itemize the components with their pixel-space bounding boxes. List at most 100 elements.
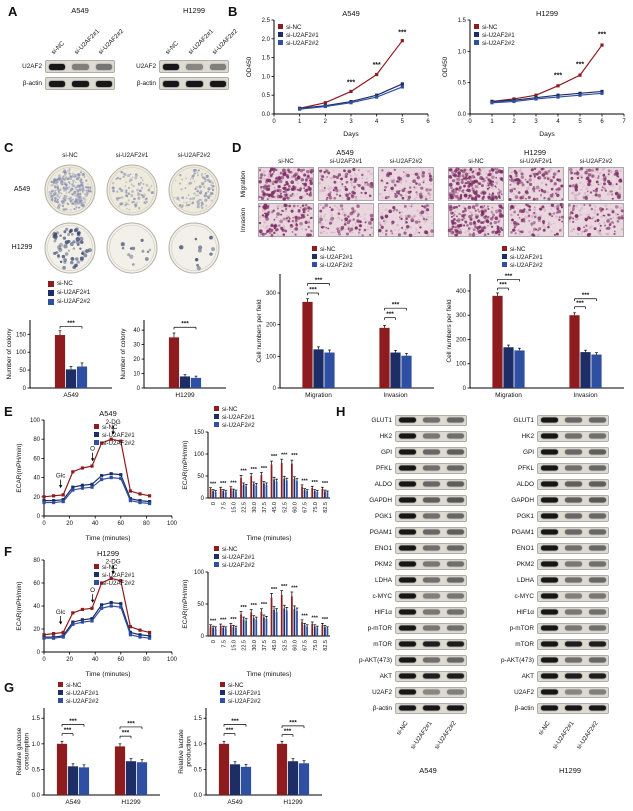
chart-text: 2 [512, 119, 516, 125]
colony-dish-image [106, 164, 158, 216]
blot-band [565, 513, 582, 519]
chart-text: si-NC [102, 424, 118, 431]
blot-band [186, 80, 203, 87]
lane-labels: si-NC si-U2AF2#1 si-U2AF2#2 [159, 16, 239, 56]
blot-strip [537, 462, 609, 474]
protein-label: β-actin [514, 704, 534, 712]
blot-strip [537, 510, 609, 522]
bar [287, 761, 299, 795]
colony-dish-image [168, 164, 220, 216]
data-marker [349, 89, 353, 94]
bar [283, 608, 286, 636]
data-marker [119, 476, 123, 481]
protein-label: p-mTOR [509, 624, 534, 632]
blot-band [423, 433, 440, 439]
legend-swatch [214, 414, 219, 419]
blot-band [423, 625, 440, 631]
chart-text: 50 [197, 474, 204, 480]
protein-label: PGK1 [516, 512, 534, 520]
blot-band [399, 577, 416, 583]
blot-band [399, 449, 416, 455]
blot-band [541, 433, 558, 439]
panel-letter-d: D [232, 140, 242, 155]
blot-row: GAPDH [346, 492, 467, 508]
blot-row: PGAM1 [488, 524, 609, 540]
chart-text: 150 [16, 332, 27, 338]
chart-text: *** [576, 61, 584, 68]
blot-strip [395, 590, 467, 602]
column-header: si-U2AF2#2 [579, 158, 613, 165]
chart-text: 0.5 [32, 767, 41, 773]
row-label-a549: A549 [13, 186, 31, 193]
bar [301, 621, 303, 636]
bar [260, 475, 263, 498]
chart-text: 0 [463, 386, 467, 392]
data-marker [138, 499, 142, 503]
transwell-stain-image [378, 167, 434, 201]
bar [265, 484, 268, 498]
chart-text: *** [240, 469, 247, 475]
blot-band [447, 449, 464, 455]
blot-row: β-actin [346, 700, 467, 716]
protein-label: c-MYC [514, 592, 534, 600]
chart-text: 100 [194, 452, 205, 458]
bar [214, 491, 217, 498]
blot-band [95, 80, 112, 87]
data-marker [490, 101, 494, 105]
protein-label: HK2 [521, 432, 534, 440]
legend-swatch [94, 572, 99, 577]
chart-text: 400 [456, 289, 467, 295]
data-marker [100, 603, 104, 607]
bar [230, 625, 232, 636]
bar [503, 347, 514, 388]
chart-text: ECAR(mPH/min) [16, 443, 23, 492]
bar [240, 766, 252, 795]
protein-label: PGK1 [374, 512, 392, 520]
chart-text: Time (minutes) [246, 535, 291, 542]
blot-row: β-actin [122, 75, 229, 92]
blot-band [565, 465, 582, 471]
bar [283, 478, 286, 498]
chart-text: 82.5 [323, 502, 329, 513]
protein-label: c-MYC [372, 592, 392, 600]
bar [250, 612, 253, 636]
bar [298, 763, 310, 795]
blot-strip [395, 462, 467, 474]
bar [245, 620, 247, 636]
blot-band [541, 609, 558, 615]
blot-row: p-AKT(473) [488, 652, 609, 668]
series-line [491, 90, 603, 103]
panel-c: C si-NC si-U2AF2#1 si-U2AF2#2 A549 H1299 s… [4, 140, 232, 404]
chart-text: ECAR(mPH/min) [182, 440, 189, 489]
bar [255, 619, 258, 636]
colony-dish [168, 164, 220, 216]
bar [321, 625, 324, 636]
blot-band [399, 689, 416, 695]
chart-text: si-U2AF2#2 [102, 580, 135, 587]
data-marker [400, 82, 404, 86]
chart-text: H1299 [97, 549, 119, 558]
chart-text: 0 [201, 634, 205, 640]
data-marker [323, 104, 327, 109]
bar [224, 628, 227, 636]
migration-image [378, 167, 434, 201]
bar [326, 492, 329, 498]
blot-band [565, 449, 582, 455]
column-header: si-U2AF2#2 [389, 158, 423, 165]
bar [324, 627, 326, 636]
colony-dish-image [168, 222, 220, 274]
bar [275, 611, 278, 636]
blot-strip [395, 638, 467, 650]
legend-swatch [312, 254, 317, 259]
data-marker [100, 474, 104, 478]
bar [291, 463, 293, 498]
chart-text: A549 [63, 392, 79, 399]
chart-text: 80 [33, 558, 40, 564]
chart-text: 2.5 [262, 18, 271, 24]
data-marker [556, 95, 560, 99]
data-marker [148, 501, 152, 506]
legend-swatch [58, 690, 63, 695]
data-marker [109, 437, 113, 441]
blot-band [447, 497, 464, 503]
invasion-image [318, 203, 374, 237]
